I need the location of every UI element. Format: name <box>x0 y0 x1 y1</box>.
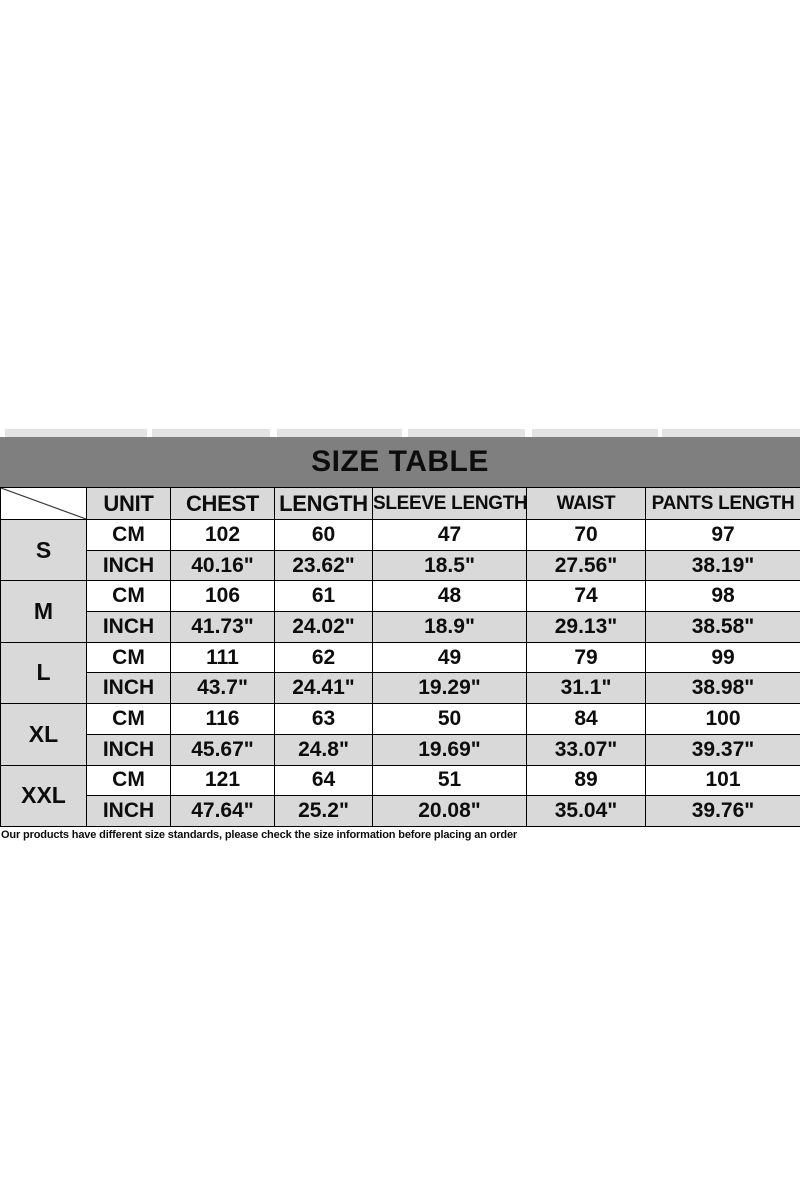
unit-label-cm: CM <box>86 703 171 735</box>
value-cell: 84 <box>526 703 646 735</box>
size-row-xl-cm: XL CM 116 63 50 84 100 <box>0 703 800 766</box>
photo-bottom-edge <box>277 429 402 437</box>
value-cell: 89 <box>526 764 646 797</box>
unit-label-inch: INCH <box>86 795 171 827</box>
value-cell: 47 <box>372 519 527 551</box>
col-header-unit: UNIT <box>86 487 171 520</box>
photo-bottom-edge <box>152 429 270 437</box>
col-header-chest: CHEST <box>170 487 275 520</box>
unit-label-inch: INCH <box>86 611 171 643</box>
size-row-m-inch: INCH 41.73" 24.02" 18.9" 29.13" 38.58" <box>1 611 800 643</box>
value-cell: 101 <box>645 764 800 797</box>
header-row: UNIT CHEST LENGTH SLEEVE LENGTH WAIST PA… <box>0 487 800 520</box>
photo-bottom-edge <box>5 429 147 437</box>
unit-label-cm: CM <box>86 519 171 551</box>
photo-bottom-edge <box>532 429 658 437</box>
value-cell: 106 <box>170 580 275 613</box>
value-cell: 97 <box>645 519 800 551</box>
size-table: UNIT CHEST LENGTH SLEEVE LENGTH WAIST PA… <box>0 487 800 827</box>
value-cell: 64 <box>274 764 373 797</box>
unit-label-cm: CM <box>86 641 171 674</box>
value-cell: 99 <box>645 641 800 674</box>
size-label-xl: XL <box>0 703 87 766</box>
size-label-l: L <box>0 641 87 705</box>
unit-label-cm: CM <box>86 580 171 613</box>
value-cell: 121 <box>170 764 275 797</box>
size-row-xxl-cm: XXL CM 121 64 51 89 101 <box>0 764 800 827</box>
size-row-l-cm: L CM 111 62 49 79 99 <box>0 641 800 705</box>
value-cell: 38.19" <box>645 549 800 582</box>
cropped-photo-strip <box>0 429 800 437</box>
col-header-waist: WAIST <box>526 487 646 520</box>
value-cell: 49 <box>372 641 527 674</box>
value-cell: 79 <box>526 641 646 674</box>
value-cell: 19.29" <box>372 672 527 705</box>
unit-label-cm: CM <box>86 764 171 797</box>
col-header-sleeve-length: SLEEVE LENGTH <box>372 487 527 520</box>
value-cell: 19.69" <box>372 733 527 766</box>
size-label-m: M <box>0 580 87 643</box>
value-cell: 23.62" <box>274 549 373 582</box>
value-cell: 31.1" <box>526 672 646 705</box>
size-label-s: S <box>0 518 87 582</box>
value-cell: 35.04" <box>526 795 646 827</box>
value-cell: 70 <box>526 519 646 551</box>
unit-label-inch: INCH <box>86 672 171 705</box>
value-cell: 60 <box>274 519 373 551</box>
size-row-xxl-inch: INCH 47.64" 25.2" 20.08" 35.04" 39.76" <box>1 795 800 827</box>
size-row-xl-inch: INCH 45.67" 24.8" 19.69" 33.07" 39.37" <box>1 733 800 766</box>
size-table-title: SIZE TABLE <box>311 445 489 478</box>
value-cell: 27.56" <box>526 549 646 582</box>
value-cell: 63 <box>274 703 373 735</box>
photo-bottom-edge <box>662 429 800 437</box>
value-cell: 61 <box>274 580 373 613</box>
value-cell: 41.73" <box>170 611 275 643</box>
value-cell: 33.07" <box>526 733 646 766</box>
col-header-length: LENGTH <box>274 487 373 520</box>
value-cell: 24.41" <box>274 672 373 705</box>
value-cell: 74 <box>526 580 646 613</box>
value-cell: 102 <box>170 519 275 551</box>
value-cell: 25.2" <box>274 795 373 827</box>
value-cell: 18.9" <box>372 611 527 643</box>
value-cell: 39.76" <box>645 795 800 827</box>
corner-cell <box>0 487 87 520</box>
diagonal-line <box>1 488 86 519</box>
photo-bottom-edge <box>408 429 525 437</box>
size-label-xxl: XXL <box>0 764 87 827</box>
size-row-s-cm: S CM 102 60 47 70 97 <box>0 518 800 582</box>
value-cell: 48 <box>372 580 527 613</box>
value-cell: 29.13" <box>526 611 646 643</box>
footer-note: Our products have different size standar… <box>1 829 518 841</box>
value-cell: 51 <box>372 764 527 797</box>
size-row-s-inch: INCH 40.16" 23.62" 18.5" 27.56" 38.19" <box>1 549 800 582</box>
value-cell: 24.8" <box>274 733 373 766</box>
value-cell: 43.7" <box>170 672 275 705</box>
size-table-title-band: SIZE TABLE <box>0 437 800 487</box>
value-cell: 38.58" <box>645 611 800 643</box>
size-row-l-inch: INCH 43.7" 24.41" 19.29" 31.1" 38.98" <box>1 672 800 705</box>
unit-label-inch: INCH <box>86 549 171 582</box>
size-row-m-cm: M CM 106 61 48 74 98 <box>0 580 800 643</box>
value-cell: 98 <box>645 580 800 613</box>
value-cell: 45.67" <box>170 733 275 766</box>
value-cell: 50 <box>372 703 527 735</box>
value-cell: 24.02" <box>274 611 373 643</box>
value-cell: 20.08" <box>372 795 527 827</box>
col-header-pants-length: PANTS LENGTH <box>645 487 800 520</box>
value-cell: 38.98" <box>645 672 800 705</box>
value-cell: 62 <box>274 641 373 674</box>
unit-label-inch: INCH <box>86 733 171 766</box>
value-cell: 100 <box>645 703 800 735</box>
value-cell: 116 <box>170 703 275 735</box>
value-cell: 18.5" <box>372 549 527 582</box>
value-cell: 39.37" <box>645 733 800 766</box>
value-cell: 111 <box>170 641 275 674</box>
value-cell: 40.16" <box>170 549 275 582</box>
value-cell: 47.64" <box>170 795 275 827</box>
